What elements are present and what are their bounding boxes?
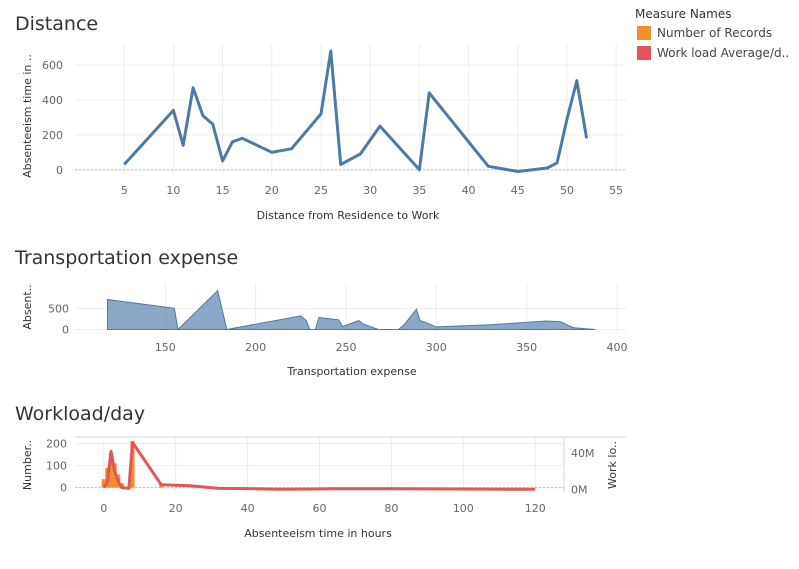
legend-swatch-workload-average[interactable]: [637, 46, 651, 60]
distance-x-tick-label: 45: [511, 184, 525, 197]
legend: Measure Names Number of Records Work loa…: [635, 7, 789, 60]
distance-x-tick-label: 30: [363, 184, 377, 197]
workload-right-y-tick-label: 40M: [571, 447, 595, 460]
workload-x-axis-title: Absenteeism time in hours: [244, 527, 392, 540]
transportation-x-tick-label: 350: [516, 341, 537, 354]
transportation-x-tick-label: 400: [606, 341, 627, 354]
legend-label-number-of-records[interactable]: Number of Records: [657, 26, 772, 40]
workload-x-tick-label: 20: [169, 502, 183, 515]
distance-x-tick-label: 40: [462, 184, 476, 197]
transportation-x-tick-label: 300: [426, 341, 447, 354]
distance-x-tick-label: 55: [609, 184, 623, 197]
workload-left-y-tick-label: 0: [60, 482, 67, 495]
workload-right-y-axis-title: Work lo..: [606, 441, 619, 489]
distance-y-axis-title: Absenteeism time in ..: [21, 54, 34, 178]
workload-right-y-tick-label: 0M: [571, 483, 588, 496]
workload-x-tick-label: 40: [241, 502, 255, 515]
transportation-y-tick-label: 0: [62, 323, 69, 336]
distance-x-tick-label: 35: [412, 184, 426, 197]
distance-x-tick-label: 5: [121, 184, 128, 197]
transportation-x-axis-title: Transportation expense: [286, 365, 416, 378]
distance-gridlines: [75, 44, 626, 175]
transportation-y-ticks: 0 500: [48, 302, 69, 336]
workload-x-tick-label: 80: [384, 502, 398, 515]
distance-chart-title: Distance: [15, 13, 98, 35]
workload-chart-title: Workload/day: [15, 403, 145, 425]
workload-bar[interactable]: [130, 441, 135, 488]
distance-x-tick-label: 20: [265, 184, 279, 197]
workload-x-tick-label: 120: [525, 502, 546, 515]
transportation-series-area[interactable]: [107, 289, 596, 331]
distance-y-tick-label: 600: [42, 59, 63, 72]
workload-x-ticks: 0 20 40 60 80 100 120: [100, 502, 545, 515]
workload-bar[interactable]: [108, 452, 114, 488]
distance-x-tick-label: 10: [166, 184, 180, 197]
workload-chart: Workload/day Number.. Work lo.. 0 20 40 60 8…: [15, 403, 626, 540]
transportation-x-tick-label: 200: [245, 341, 266, 354]
transportation-y-axis-title: Absent..: [21, 284, 34, 329]
distance-y-ticks: 0 200 400 600: [42, 59, 63, 177]
transportation-y-tick-label: 500: [48, 302, 69, 315]
distance-x-tick-label: 25: [314, 184, 328, 197]
workload-average-line[interactable]: [102, 440, 536, 491]
transportation-chart: Transportation expense Absent.. 150 200 25…: [14, 247, 627, 378]
workload-bar[interactable]: [101, 479, 106, 488]
workload-left-y-axis-title: Number..: [21, 440, 34, 490]
transportation-x-tick-label: 250: [335, 341, 356, 354]
distance-y-tick-label: 400: [42, 94, 63, 107]
transportation-x-ticks: 150 200 250 300 350 400: [155, 341, 628, 354]
transportation-x-tick-label: 150: [155, 341, 176, 354]
legend-swatch-number-of-records[interactable]: [637, 26, 651, 40]
distance-x-tick-label: 50: [560, 184, 574, 197]
workload-x-tick-label: 60: [313, 502, 327, 515]
distance-series-line[interactable]: [123, 49, 589, 173]
workload-x-tick-label: 0: [100, 502, 107, 515]
distance-y-tick-label: 200: [42, 129, 63, 142]
workload-left-y-tick-label: 200: [46, 438, 67, 451]
workload-left-y-tick-label: 100: [46, 460, 67, 473]
distance-chart: Distance Absenteeism time in .. 5 10 15 20 2…: [15, 13, 626, 222]
legend-label-workload-average[interactable]: Work load Average/d..: [657, 46, 789, 60]
workload-x-tick-label: 100: [453, 502, 474, 515]
distance-x-tick-label: 15: [216, 184, 230, 197]
distance-x-axis-title: Distance from Residence to Work: [257, 209, 440, 222]
transportation-chart-title: Transportation expense: [14, 247, 238, 269]
workload-right-y-ticks: 0M 40M: [571, 447, 595, 496]
workload-gridlines: [75, 436, 626, 492]
legend-title: Measure Names: [635, 7, 731, 21]
distance-x-ticks: 5 10 15 20 25 30 35 40 45 50 55: [121, 184, 623, 197]
distance-y-tick-label: 0: [56, 164, 63, 177]
workload-left-y-ticks: 0 100 200: [46, 438, 67, 495]
